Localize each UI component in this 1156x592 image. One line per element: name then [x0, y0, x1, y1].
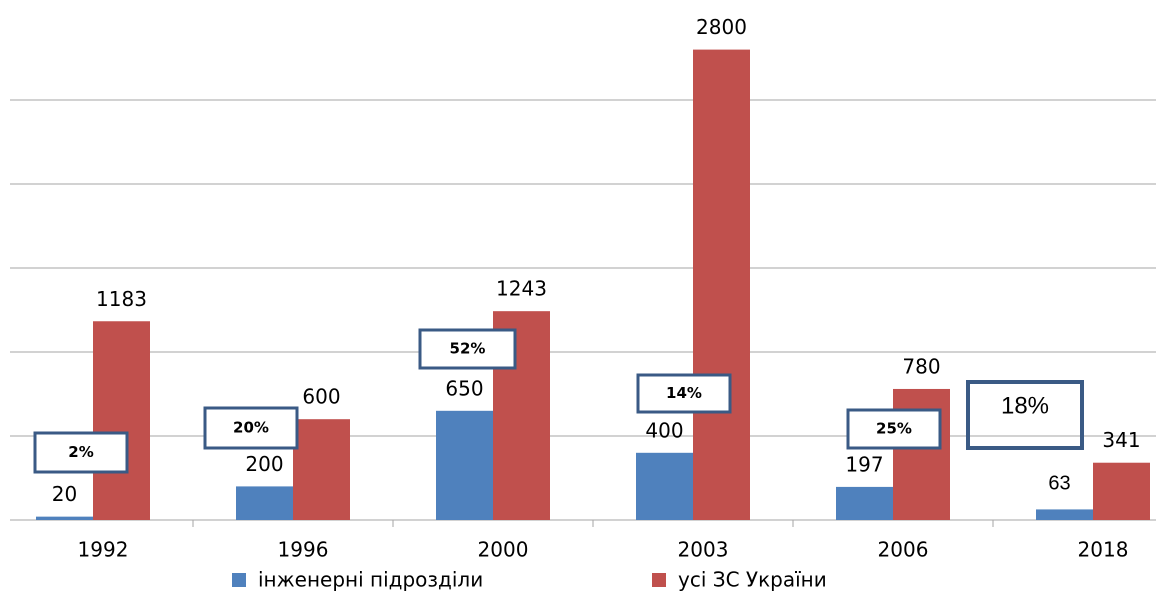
bar: [636, 452, 693, 520]
data-label: 63: [1048, 472, 1070, 494]
bar: [1036, 509, 1093, 520]
data-label: 341: [1102, 428, 1140, 452]
annotation: 14%: [666, 384, 702, 402]
annotation-box: [636, 373, 732, 414]
data-label: 197: [845, 452, 883, 476]
x-tick-label: 2006: [878, 538, 929, 562]
bar: [1093, 462, 1150, 520]
annotation-box: [966, 380, 1084, 450]
bar: [293, 419, 350, 520]
data-label: 600: [302, 385, 340, 409]
annotation-box: [418, 328, 517, 370]
legend-label: усі ЗС України: [678, 568, 827, 592]
bar: [93, 321, 150, 520]
annotation-box: [203, 406, 299, 450]
x-tick-label: 1996: [278, 538, 329, 562]
bar: [436, 410, 493, 520]
legend-label: інженерні підрозділи: [258, 568, 483, 592]
x-tick-label: 2018: [1078, 538, 1129, 562]
data-label: 1183: [96, 287, 147, 311]
annotation: 25%: [876, 420, 912, 438]
data-label: 400: [645, 418, 683, 442]
annotation: 2%: [68, 443, 93, 461]
data-label: 200: [245, 452, 283, 476]
bar: [836, 486, 893, 520]
legend-swatch: [232, 573, 246, 587]
bar: [693, 49, 750, 520]
x-tick-label: 2000: [478, 538, 529, 562]
bar: [36, 516, 93, 520]
bar: [236, 486, 293, 520]
data-label: 780: [902, 354, 940, 378]
annotation: 18%: [1001, 392, 1049, 419]
annotation: 20%: [233, 419, 269, 437]
data-label: 2800: [696, 15, 747, 39]
annotation-box: [846, 408, 942, 450]
legend-swatch: [652, 573, 666, 587]
x-tick-label: 2003: [678, 538, 729, 562]
data-label: 20: [52, 482, 77, 506]
data-label: 650: [445, 376, 483, 400]
annotation-box: [33, 431, 129, 474]
annotation: 52%: [450, 340, 486, 358]
data-label: 1243: [496, 277, 547, 301]
x-tick-label: 1992: [78, 538, 129, 562]
